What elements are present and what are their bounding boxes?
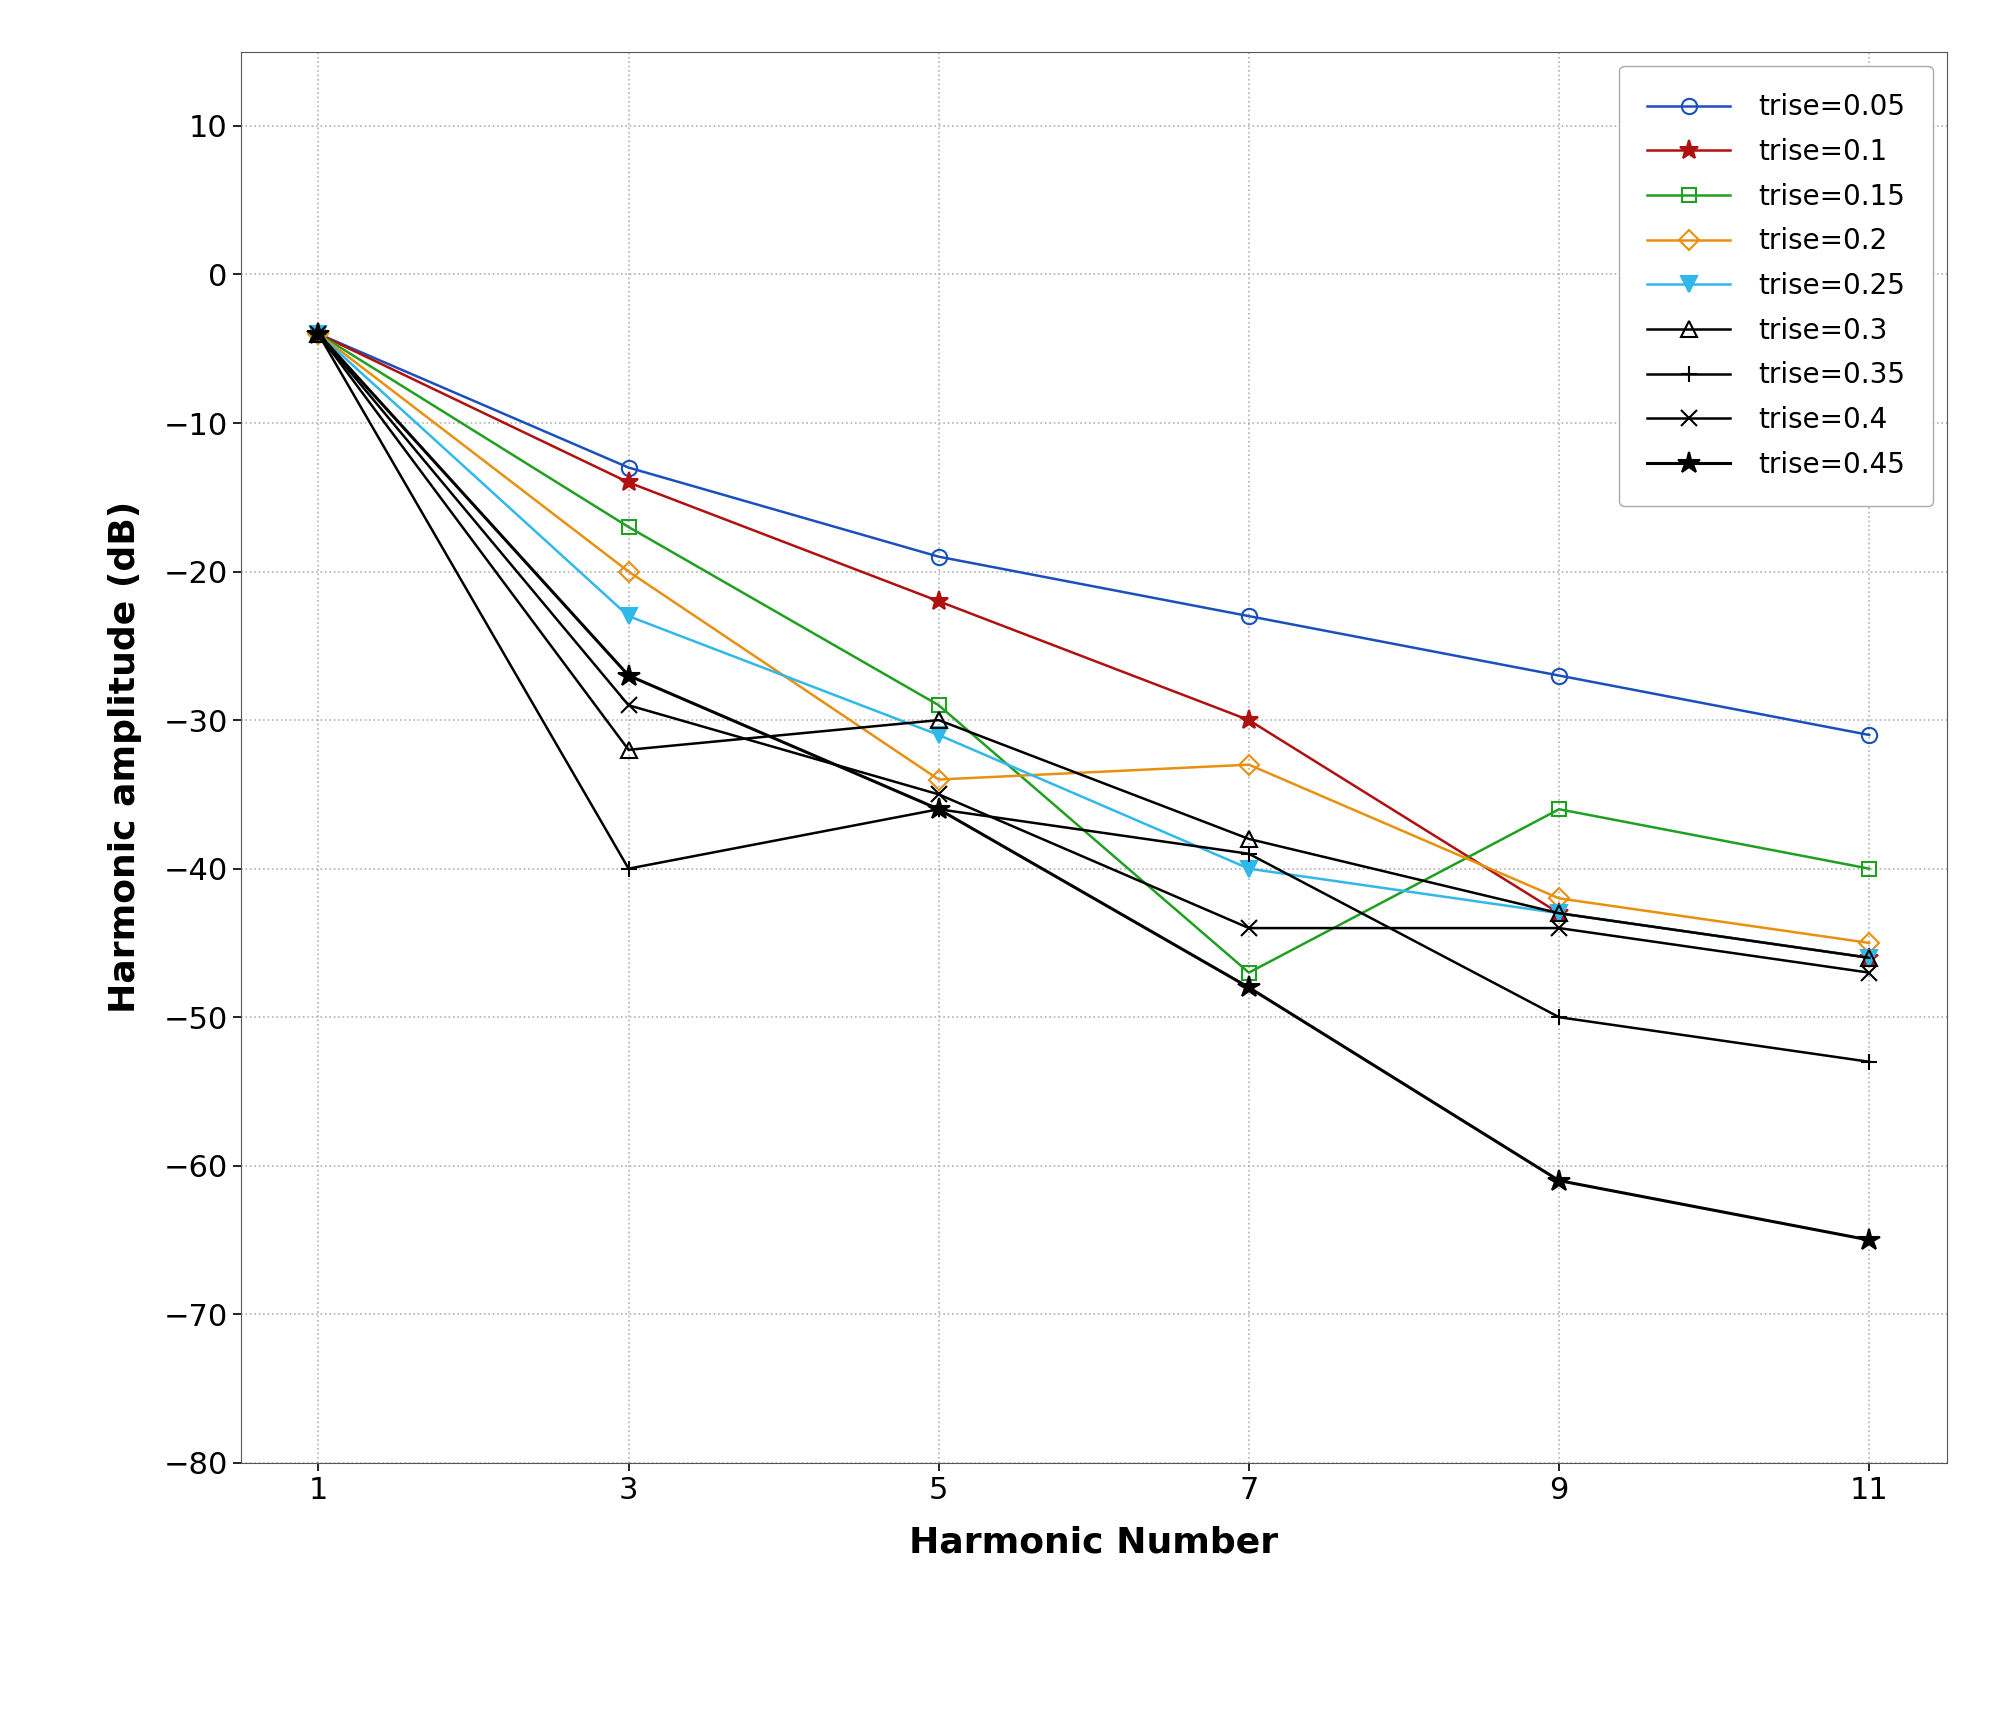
trise=0.15	[1236, 962, 1260, 983]
trise=0.15	[616, 516, 640, 537]
trise=0.4	[927, 785, 951, 805]
trise=0.15	[1547, 799, 1571, 819]
Y-axis label: Harmonic amplitude (dB): Harmonic amplitude (dB)	[108, 501, 142, 1014]
trise=0.35	[1236, 843, 1260, 864]
trise=0.3	[927, 709, 951, 730]
trise=0.4	[616, 695, 640, 716]
trise=0.25	[307, 324, 331, 344]
trise=0.4	[1236, 917, 1260, 938]
trise=0.4	[1547, 917, 1571, 938]
trise=0.4	[307, 324, 331, 344]
Line: trise=0.1: trise=0.1	[309, 324, 1879, 967]
trise=0.3	[1547, 904, 1571, 924]
trise=0.35	[1547, 1007, 1571, 1027]
trise=0.25	[616, 606, 640, 626]
Line: trise=0.2: trise=0.2	[311, 327, 1877, 950]
trise=0.1	[616, 472, 640, 492]
trise=0.2	[1236, 754, 1260, 774]
trise=0.05	[1856, 725, 1881, 745]
trise=0.25	[1547, 904, 1571, 924]
trise=0.1	[1236, 709, 1260, 730]
trise=0.45	[616, 666, 640, 687]
trise=0.25	[1236, 859, 1260, 879]
trise=0.45	[927, 799, 951, 819]
trise=0.05	[616, 458, 640, 478]
trise=0.05	[1547, 666, 1571, 687]
trise=0.2	[927, 769, 951, 790]
trise=0.2	[1856, 933, 1881, 953]
trise=0.05	[927, 546, 951, 566]
trise=0.25	[927, 725, 951, 745]
Line: trise=0.25: trise=0.25	[311, 327, 1877, 965]
trise=0.2	[1547, 888, 1571, 909]
trise=0.45	[307, 324, 331, 344]
trise=0.15	[1856, 859, 1881, 879]
trise=0.05	[307, 324, 331, 344]
trise=0.1	[307, 324, 331, 344]
trise=0.05	[1236, 606, 1260, 626]
trise=0.2	[307, 324, 331, 344]
trise=0.1	[1856, 948, 1881, 969]
trise=0.15	[927, 695, 951, 716]
trise=0.1	[1547, 904, 1571, 924]
trise=0.25	[1856, 948, 1881, 969]
trise=0.35	[927, 799, 951, 819]
trise=0.4	[1856, 962, 1881, 983]
trise=0.35	[616, 859, 640, 879]
trise=0.3	[1236, 828, 1260, 848]
X-axis label: Harmonic Number: Harmonic Number	[909, 1527, 1278, 1559]
trise=0.35	[307, 324, 331, 344]
trise=0.3	[1856, 948, 1881, 969]
trise=0.45	[1236, 978, 1260, 998]
Legend: trise=0.05, trise=0.1, trise=0.15, trise=0.2, trise=0.25, trise=0.3, trise=0.35,: trise=0.05, trise=0.1, trise=0.15, trise…	[1620, 65, 1933, 506]
trise=0.45	[1856, 1231, 1881, 1251]
trise=0.45	[1547, 1170, 1571, 1191]
trise=0.3	[307, 324, 331, 344]
Line: trise=0.45: trise=0.45	[307, 324, 1881, 1251]
Line: trise=0.05: trise=0.05	[311, 327, 1877, 742]
trise=0.15	[307, 324, 331, 344]
Line: trise=0.4: trise=0.4	[311, 327, 1877, 981]
trise=0.1	[927, 590, 951, 611]
Line: trise=0.3: trise=0.3	[311, 327, 1877, 965]
trise=0.35	[1856, 1052, 1881, 1072]
Line: trise=0.15: trise=0.15	[311, 327, 1877, 979]
trise=0.2	[616, 561, 640, 582]
trise=0.3	[616, 740, 640, 761]
Line: trise=0.35: trise=0.35	[309, 325, 1879, 1070]
